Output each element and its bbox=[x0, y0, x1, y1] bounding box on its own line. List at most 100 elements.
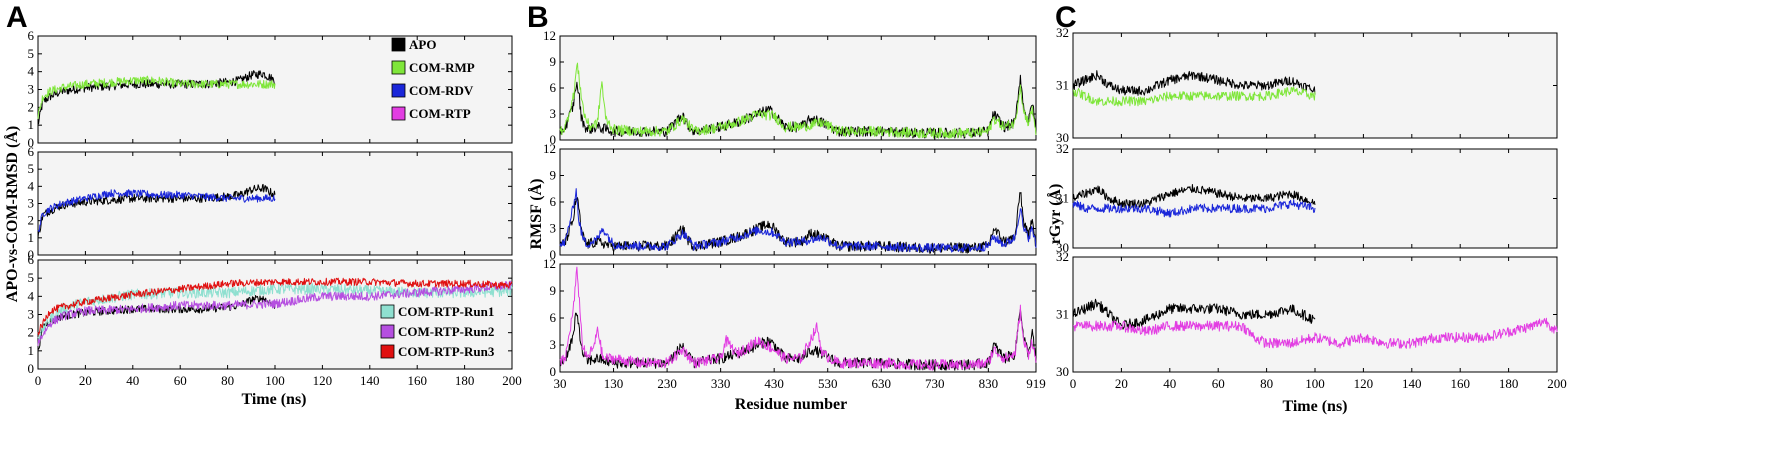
y-tick-label: 1 bbox=[28, 343, 35, 358]
y-tick-label: 5 bbox=[28, 161, 35, 176]
plot-frame bbox=[559, 263, 1037, 373]
panel-c-subplot-3: 30 31 32 0 20 40 60 80 100 120 140 160 180 200 bbox=[1056, 249, 1567, 391]
x-tick-label: 919 bbox=[1026, 376, 1046, 391]
series-line-com-rdv bbox=[1072, 199, 1316, 218]
legend-swatch bbox=[380, 344, 395, 359]
y-tick-label: 9 bbox=[550, 283, 557, 298]
panel-label-b: B bbox=[527, 1, 549, 34]
panel-c-xlabel: Time (ns) bbox=[1282, 398, 1347, 415]
x-tick-label: 830 bbox=[979, 376, 999, 391]
panel-a-subplot-1: 0 1 2 3 4 5 6 APO COM-RMP COM-RDV COM-RTP bbox=[28, 28, 513, 150]
x-tick-label: 140 bbox=[1402, 376, 1422, 391]
series-line-com-rtp bbox=[559, 266, 1037, 371]
panel-c-subplot-2: 30 31 32 bbox=[1056, 141, 1558, 255]
y-tick-label: 0 bbox=[550, 364, 557, 379]
y-tick-label: 9 bbox=[550, 168, 557, 183]
series-line-com-rtp bbox=[1072, 317, 1558, 349]
series-line-com-rdv bbox=[559, 188, 1037, 253]
y-tick-label: 3 bbox=[28, 196, 35, 211]
y-tick-label: 2 bbox=[28, 213, 35, 228]
y-tick-label: 0 bbox=[28, 135, 35, 150]
x-tick-label: 120 bbox=[1354, 376, 1374, 391]
y-tick-label: 31 bbox=[1056, 307, 1069, 322]
y-tick-label: 3 bbox=[28, 307, 35, 322]
y-tick-label: 2 bbox=[28, 99, 35, 114]
x-tick-label: 630 bbox=[872, 376, 892, 391]
panel-b-subplot-3: 0 3 6 9 12 30 130 230 330 430 530 630 730 830 919 bbox=[543, 256, 1046, 391]
y-tick-label: 2 bbox=[28, 325, 35, 340]
y-tick-label: 5 bbox=[28, 270, 35, 285]
x-tick-label: 0 bbox=[35, 373, 42, 388]
legend-label: COM-RDV bbox=[409, 83, 474, 98]
legend-label: APO bbox=[409, 37, 436, 52]
series-line-apo bbox=[38, 70, 276, 125]
x-tick-label: 40 bbox=[126, 373, 139, 388]
y-tick-label: 0 bbox=[28, 247, 35, 262]
panel-b-subplot-1: 0 3 6 9 12 bbox=[543, 28, 1037, 147]
legend-label: COM-RMP bbox=[409, 60, 475, 75]
x-tick-label: 100 bbox=[1305, 376, 1325, 391]
panel-b-ylabel: RMSF (Å) bbox=[527, 179, 545, 250]
y-tick-label: 32 bbox=[1056, 249, 1069, 264]
x-tick-label: 230 bbox=[657, 376, 677, 391]
series-line-apo bbox=[37, 295, 276, 350]
y-tick-label: 30 bbox=[1056, 130, 1069, 145]
panel-b-subplot-2: 0 3 6 9 12 bbox=[543, 141, 1037, 262]
y-tick-label: 3 bbox=[550, 337, 557, 352]
x-tick-label: 60 bbox=[1212, 376, 1225, 391]
y-tick-label: 4 bbox=[28, 288, 35, 303]
y-tick-label: 3 bbox=[550, 106, 557, 121]
x-tick-label: 200 bbox=[502, 373, 522, 388]
legend-swatch bbox=[391, 60, 406, 75]
y-tick-label: 6 bbox=[28, 144, 35, 159]
x-tick-label: 530 bbox=[818, 376, 838, 391]
y-tick-label: 4 bbox=[28, 64, 35, 79]
x-tick-label: 60 bbox=[174, 373, 187, 388]
plot-frame bbox=[559, 148, 1037, 256]
y-tick-label: 0 bbox=[28, 361, 35, 376]
y-tick-label: 6 bbox=[550, 194, 557, 209]
y-tick-label: 6 bbox=[550, 310, 557, 325]
legend-label: COM-RTP-Run3 bbox=[398, 344, 495, 359]
series-line-apo bbox=[1072, 184, 1316, 209]
y-tick-label: 1 bbox=[28, 117, 35, 132]
panel-label-c: C bbox=[1055, 1, 1077, 34]
x-tick-label: 0 bbox=[1070, 376, 1077, 391]
panel-c-subplot-1: 30 31 32 bbox=[1056, 25, 1558, 145]
y-tick-label: 6 bbox=[28, 28, 35, 43]
y-tick-label: 12 bbox=[543, 256, 556, 271]
y-tick-label: 31 bbox=[1056, 191, 1069, 206]
plot-frame bbox=[37, 35, 513, 144]
y-tick-label: 6 bbox=[550, 80, 557, 95]
series-line-apo bbox=[1072, 298, 1316, 330]
y-tick-label: 3 bbox=[550, 221, 557, 236]
y-tick-label: 9 bbox=[550, 54, 557, 69]
series-line-com-rmp bbox=[37, 75, 276, 119]
plot-area: 0123456APOCOM-RMPCOM-RDVCOM-RTP012345601… bbox=[28, 25, 1567, 391]
legend-label: COM-RTP-Run2 bbox=[398, 324, 494, 339]
series-line-com-rtp-run2 bbox=[37, 280, 513, 346]
x-tick-label: 140 bbox=[360, 373, 380, 388]
x-tick-label: 80 bbox=[221, 373, 234, 388]
x-tick-label: 40 bbox=[1163, 376, 1176, 391]
legend-label: COM-RTP-Run1 bbox=[398, 304, 494, 319]
y-tick-label: 32 bbox=[1056, 141, 1069, 156]
y-tick-label: 0 bbox=[550, 132, 557, 147]
y-tick-label: 32 bbox=[1056, 25, 1069, 40]
y-tick-label: 6 bbox=[28, 252, 35, 267]
x-tick-label: 20 bbox=[79, 373, 92, 388]
x-tick-label: 120 bbox=[313, 373, 333, 388]
y-tick-label: 5 bbox=[28, 46, 35, 61]
x-tick-label: 20 bbox=[1115, 376, 1128, 391]
legend-swatch bbox=[380, 324, 395, 339]
x-tick-label: 80 bbox=[1260, 376, 1273, 391]
legend-swatch bbox=[391, 83, 406, 98]
x-tick-label: 430 bbox=[764, 376, 784, 391]
x-tick-label: 330 bbox=[711, 376, 731, 391]
x-tick-label: 180 bbox=[455, 373, 475, 388]
series-line-com-rmp bbox=[1072, 86, 1316, 107]
y-tick-label: 31 bbox=[1056, 78, 1069, 93]
y-tick-label: 12 bbox=[543, 141, 556, 156]
x-tick-label: 100 bbox=[265, 373, 285, 388]
